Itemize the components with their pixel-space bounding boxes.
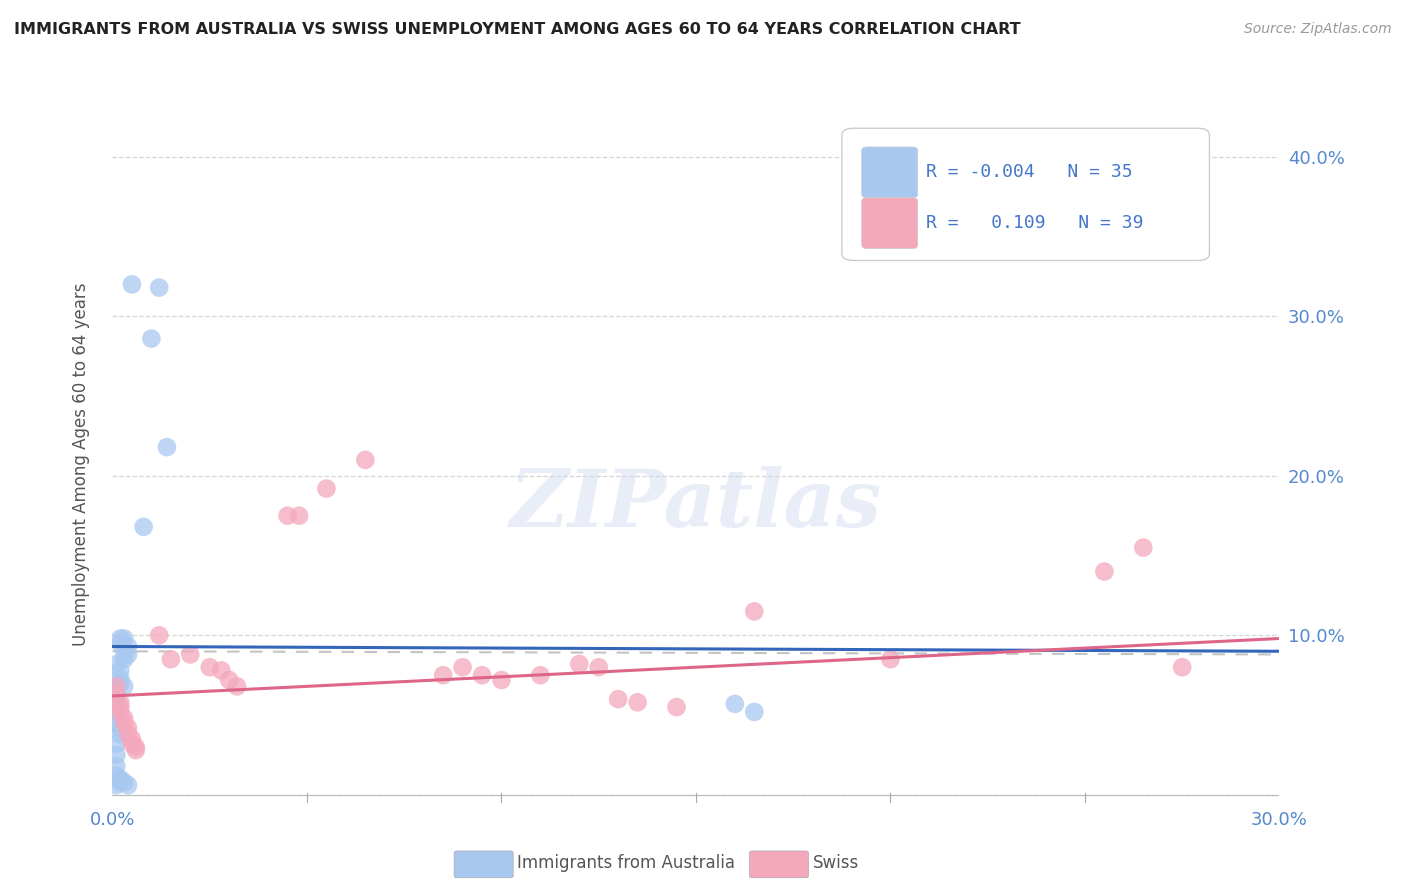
Point — [198, 660, 221, 674]
Point — [1171, 660, 1194, 674]
Point — [226, 679, 249, 693]
Text: Source: ZipAtlas.com: Source: ZipAtlas.com — [1244, 22, 1392, 37]
Point — [471, 668, 494, 682]
Point — [588, 660, 610, 674]
Point — [105, 708, 128, 723]
Point — [148, 628, 170, 642]
Point — [148, 280, 170, 294]
Point — [110, 632, 132, 646]
Point — [110, 695, 132, 709]
Point — [105, 759, 128, 773]
Point — [105, 716, 128, 731]
Point — [110, 676, 132, 690]
Point — [110, 636, 132, 650]
Text: R = -0.004   N = 35: R = -0.004 N = 35 — [927, 163, 1132, 181]
Point — [141, 332, 163, 346]
Point — [121, 277, 143, 292]
Text: ZIPatlas: ZIPatlas — [510, 466, 882, 543]
FancyBboxPatch shape — [842, 128, 1209, 260]
Point — [105, 692, 128, 706]
Point — [1092, 565, 1115, 579]
Point — [742, 604, 765, 618]
Point — [105, 737, 128, 751]
Point — [125, 739, 148, 754]
Point — [121, 737, 143, 751]
Point — [105, 687, 128, 701]
Point — [112, 652, 135, 666]
Point — [209, 664, 232, 678]
Point — [110, 772, 132, 786]
FancyBboxPatch shape — [862, 147, 918, 198]
Point — [110, 775, 132, 789]
Point — [218, 673, 240, 687]
FancyBboxPatch shape — [862, 198, 918, 249]
Point — [112, 775, 135, 789]
Point — [276, 508, 298, 523]
Point — [607, 692, 630, 706]
Point — [105, 769, 128, 783]
Point — [110, 705, 132, 719]
Point — [105, 679, 128, 693]
Point — [105, 747, 128, 762]
Point — [288, 508, 311, 523]
Point — [112, 711, 135, 725]
Point — [110, 700, 132, 714]
Point — [112, 632, 135, 646]
Point — [665, 700, 688, 714]
Point — [1132, 541, 1154, 555]
Point — [117, 727, 139, 741]
Point — [132, 520, 155, 534]
Point — [117, 721, 139, 735]
Point — [117, 778, 139, 792]
Point — [110, 727, 132, 741]
Point — [879, 652, 901, 666]
Point — [110, 664, 132, 678]
Text: R =   0.109   N = 39: R = 0.109 N = 39 — [927, 214, 1143, 232]
Point — [105, 700, 128, 714]
Point — [105, 684, 128, 698]
Point — [568, 657, 591, 671]
Point — [354, 453, 377, 467]
Point — [529, 668, 551, 682]
Point — [112, 644, 135, 658]
Text: Swiss: Swiss — [813, 855, 859, 872]
Point — [105, 657, 128, 671]
Text: Immigrants from Australia: Immigrants from Australia — [517, 855, 735, 872]
Point — [105, 778, 128, 792]
Point — [112, 679, 135, 693]
Point — [491, 673, 513, 687]
Point — [160, 652, 183, 666]
Point — [121, 731, 143, 746]
Point — [451, 660, 474, 674]
Point — [156, 440, 179, 454]
Point — [724, 697, 747, 711]
Point — [110, 721, 132, 735]
Point — [117, 648, 139, 662]
Point — [742, 705, 765, 719]
Point — [432, 668, 454, 682]
Point — [315, 482, 337, 496]
Point — [112, 716, 135, 731]
Point — [179, 648, 201, 662]
Text: IMMIGRANTS FROM AUSTRALIA VS SWISS UNEMPLOYMENT AMONG AGES 60 TO 64 YEARS CORREL: IMMIGRANTS FROM AUSTRALIA VS SWISS UNEMP… — [14, 22, 1021, 37]
Y-axis label: Unemployment Among Ages 60 to 64 years: Unemployment Among Ages 60 to 64 years — [72, 282, 90, 646]
Point — [117, 640, 139, 654]
Point — [125, 743, 148, 757]
Point — [627, 695, 650, 709]
Point — [110, 672, 132, 686]
